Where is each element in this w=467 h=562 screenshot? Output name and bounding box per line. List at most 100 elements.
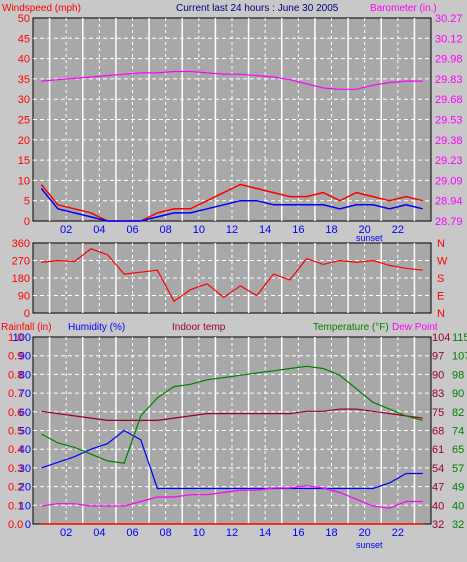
hour-tick-label: 14 <box>259 527 271 539</box>
sunset-marker-label-top: sunset <box>356 233 383 243</box>
wind-direction-degree-label: 360 <box>12 238 30 250</box>
wind-average-series-line <box>40 188 423 222</box>
temperature-series-line <box>41 365 423 464</box>
windspeed-tick-label: 40 <box>18 54 30 66</box>
hour-tick-label: 22 <box>392 527 404 539</box>
indoor-temp-tick-label: 75 <box>432 407 444 419</box>
wind-direction-compass-label: N <box>437 238 445 250</box>
indoor-temp-tick-label: 104 <box>432 332 450 344</box>
barometer-series-line <box>41 70 423 90</box>
indoor-temp-header-label: Indoor temp <box>172 322 226 333</box>
windspeed-tick-label: 20 <box>18 135 30 147</box>
humidity-tick-label: 40 <box>19 444 31 456</box>
indoor-temp-tick-label: 68 <box>432 426 444 438</box>
windspeed-tick-label: 10 <box>18 175 30 187</box>
indoor-temp-tick-label: 97 <box>432 351 444 363</box>
temperature-tick-label: 90 <box>452 388 464 400</box>
tick-labels: 02 04 06 08 10 12 14 16 18 20 22 02 04 06 08 10 12 14 16 18… <box>8 13 467 539</box>
humidity-header-label: Humidity (%) <box>68 322 125 333</box>
hour-tick-label: 02 <box>60 527 72 539</box>
grid-lines <box>33 18 431 524</box>
indoor-temp-tick-label: 40 <box>432 500 444 512</box>
wind-direction-compass-label: W <box>437 256 448 268</box>
humidity-tick-label: 100 <box>13 332 31 344</box>
sunset-marker-label-bottom: sunset <box>356 540 383 550</box>
humidity-tick-label: 70 <box>19 388 31 400</box>
windspeed-tick-label: 0 <box>24 216 30 228</box>
dewpoint-header-label: Dew Point <box>392 322 438 333</box>
windspeed-tick-label: 5 <box>24 196 30 208</box>
wind-direction-compass-label: E <box>437 291 444 303</box>
windspeed-tick-label: 15 <box>18 155 30 167</box>
wind-direction-series-line <box>41 248 423 303</box>
rainfall-tick-label: 0.6 <box>8 407 23 419</box>
hour-tick-label: 20 <box>359 527 371 539</box>
hour-tick-label: 10 <box>193 224 205 236</box>
temperature-tick-label: 107 <box>452 351 467 363</box>
rainfall-tick-label: 0.4 <box>8 444 23 456</box>
hour-tick-label: 08 <box>160 224 172 236</box>
humidity-tick-label: 20 <box>19 482 31 494</box>
series-lines <box>40 70 423 525</box>
rainfall-tick-label: 0.0 <box>8 519 23 531</box>
rainfall-tick-label: 0.1 <box>8 500 23 512</box>
rainfall-tick-label: 0.9 <box>8 351 23 363</box>
rainfall-tick-label: 0.5 <box>8 426 23 438</box>
rainfall-tick-label: 0.8 <box>8 369 23 381</box>
windspeed-tick-label: 45 <box>18 33 30 45</box>
temperature-tick-label: 74 <box>452 426 464 438</box>
indoor-temp-tick-label: 32 <box>432 519 444 531</box>
humidity-series-line <box>41 429 423 490</box>
wind-direction-degree-label: 180 <box>12 273 30 285</box>
hour-tick-label: 08 <box>160 527 172 539</box>
temperature-tick-label: 49 <box>452 482 464 494</box>
hour-tick-label: 12 <box>226 527 238 539</box>
barometer-tick-label: 28.94 <box>435 196 463 208</box>
humidity-tick-label: 60 <box>19 407 31 419</box>
temperature-tick-label: 32 <box>452 519 464 531</box>
wind-direction-degree-label: 0 <box>24 308 30 320</box>
wind-direction-compass-label: S <box>437 273 444 285</box>
windspeed-tick-label: 30 <box>18 94 30 106</box>
indoor-temp-tick-label: 54 <box>432 463 444 475</box>
barometer-tick-label: 30.12 <box>435 33 463 45</box>
indoor-temp-tick-label: 83 <box>432 388 444 400</box>
hour-tick-label: 04 <box>93 224 105 236</box>
rainfall-header-label: Rainfall (in) <box>1 322 52 333</box>
temperature-tick-label: 40 <box>452 500 464 512</box>
humidity-tick-label: 30 <box>19 463 31 475</box>
hour-tick-label: 04 <box>93 527 105 539</box>
indoor-temp-tick-label: 90 <box>432 369 444 381</box>
temperature-tick-label: 82 <box>452 407 464 419</box>
dewpoint-series-line <box>41 485 423 509</box>
hour-tick-label: 18 <box>325 527 337 539</box>
hour-tick-label: 06 <box>126 527 138 539</box>
barometer-tick-label: 29.83 <box>435 74 463 86</box>
windspeed-header-label: Windspeed (mph) <box>2 3 81 14</box>
barometer-tick-label: 29.68 <box>435 94 463 106</box>
hour-tick-label: 16 <box>292 224 304 236</box>
windspeed-tick-label: 50 <box>18 13 30 25</box>
chart-title: Current last 24 hours : June 30 2005 <box>176 3 339 14</box>
wind-direction-degree-label: 90 <box>18 291 30 303</box>
wind-direction-compass-label: N <box>437 308 445 320</box>
barometer-tick-label: 29.38 <box>435 135 463 147</box>
humidity-tick-label: 10 <box>19 500 31 512</box>
temperature-header-label: Temperature (°F) <box>313 322 389 333</box>
hour-tick-label: 10 <box>193 527 205 539</box>
barometer-tick-label: 29.98 <box>435 54 463 66</box>
hour-tick-label: 06 <box>126 224 138 236</box>
barometer-tick-label: 29.09 <box>435 175 463 187</box>
indoor-temp-tick-label: 61 <box>432 444 444 456</box>
indoor-temp-series-line <box>41 408 423 421</box>
humidity-tick-label: 80 <box>19 369 31 381</box>
hour-tick-label: 02 <box>60 224 72 236</box>
rainfall-tick-label: 0.2 <box>8 482 23 494</box>
rainfall-tick-label: 0.3 <box>8 463 23 475</box>
temperature-tick-label: 57 <box>452 463 464 475</box>
barometer-header-label: Barometer (in.) <box>370 3 437 14</box>
humidity-tick-label: 90 <box>19 351 31 363</box>
hour-tick-label: 18 <box>325 224 337 236</box>
